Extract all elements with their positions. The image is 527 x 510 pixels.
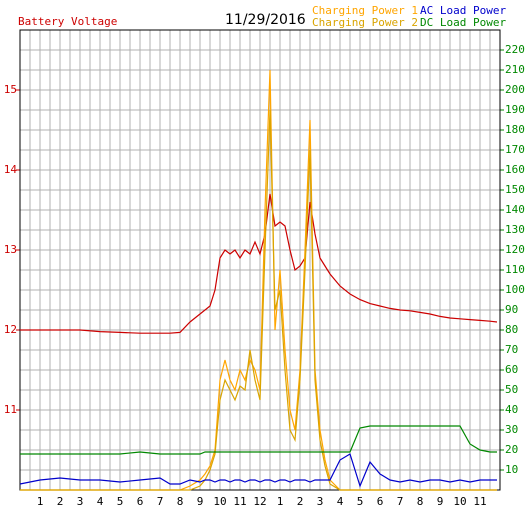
- y2-tick-label: 220: [505, 43, 525, 56]
- y2-tick-label: 210: [505, 63, 525, 76]
- y-tick-label: 14: [4, 163, 18, 176]
- plot-frame: [19, 29, 501, 491]
- x-tick-label: 10: [453, 495, 466, 508]
- legend-entry: Charging Power 2: [312, 16, 418, 29]
- y2-tick-label: 80: [505, 323, 518, 336]
- x-tick-label: 3: [77, 495, 84, 508]
- y2-tick-label: 50: [505, 383, 518, 396]
- legend-entry: Charging Power 1: [312, 4, 418, 17]
- x-tick-label: 3: [317, 495, 324, 508]
- series-line: [19, 453, 497, 488]
- series-line: [20, 425, 497, 455]
- legend-entry: AC Load Power: [420, 4, 506, 17]
- y2-tick-label: 130: [505, 223, 525, 236]
- x-tick-label: 5: [117, 495, 124, 508]
- y2-tick-label: 40: [505, 403, 518, 416]
- y2-tick-label: 60: [505, 363, 518, 376]
- y-tick-label: 15: [4, 83, 17, 96]
- y-tick-label: 13: [4, 243, 17, 256]
- legend-entry: Battery Voltage: [18, 15, 117, 28]
- x-tick-label: 9: [197, 495, 204, 508]
- x-tick-label: 6: [377, 495, 384, 508]
- x-tick-label: 5: [357, 495, 364, 508]
- legend-entry: DC Load Power: [420, 16, 506, 29]
- y2-tick-label: 120: [505, 243, 525, 256]
- y-tick-label: 11: [4, 403, 17, 416]
- y2-tick-label: 30: [505, 423, 518, 436]
- series-line: [20, 109, 497, 491]
- x-tick-label: 4: [97, 495, 104, 508]
- x-tick-label: 11: [233, 495, 246, 508]
- y2-tick-label: 20: [505, 443, 518, 456]
- y2-tick-label: 70: [505, 343, 518, 356]
- x-tick-label: 7: [397, 495, 404, 508]
- x-tick-label: 11: [473, 495, 486, 508]
- y2-tick-label: 140: [505, 203, 525, 216]
- x-tick-label: 9: [437, 495, 444, 508]
- y2-tick-label: 160: [505, 163, 525, 176]
- x-tick-label: 1: [277, 495, 284, 508]
- x-tick-label: 10: [213, 495, 226, 508]
- series-line: [20, 193, 498, 334]
- y-tick-label: 12: [4, 323, 17, 336]
- x-tick-label: 8: [177, 495, 184, 508]
- y2-tick-label: 110: [505, 263, 525, 276]
- x-tick-label: 2: [57, 495, 64, 508]
- x-tick-label: 2: [297, 495, 304, 508]
- y2-tick-label: 170: [505, 143, 525, 156]
- y2-tick-label: 200: [505, 83, 525, 96]
- y2-tick-label: 10: [505, 463, 518, 476]
- y2-tick-label: 90: [505, 303, 518, 316]
- y2-tick-label: 100: [505, 283, 525, 296]
- y2-tick-label: 190: [505, 103, 525, 116]
- x-tick-label: 6: [137, 495, 144, 508]
- x-tick-label: 1: [37, 495, 44, 508]
- x-tick-label: 7: [157, 495, 164, 508]
- x-tick-label: 4: [337, 495, 344, 508]
- x-tick-label: 8: [417, 495, 424, 508]
- y2-tick-label: 180: [505, 123, 525, 136]
- y2-tick-label: 150: [505, 183, 525, 196]
- chart-date: 11/29/2016: [225, 12, 306, 28]
- x-tick-label: 12: [253, 495, 266, 508]
